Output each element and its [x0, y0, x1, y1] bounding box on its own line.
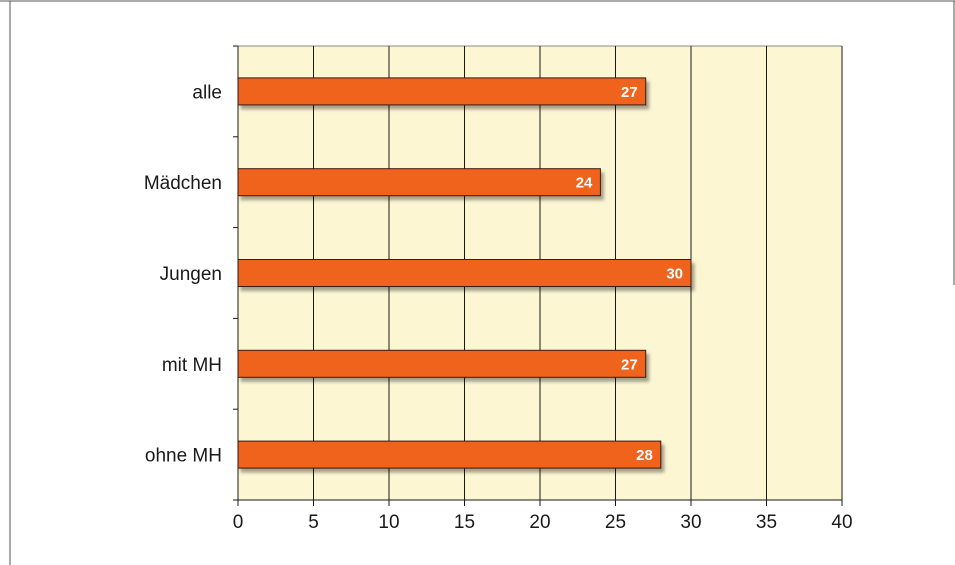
- bar-4: [237, 440, 662, 469]
- bar-2: [237, 259, 692, 287]
- category-label-3: mit MH: [162, 355, 222, 376]
- x-tick-label-25: 25: [605, 512, 626, 533]
- value-label-4: 28: [636, 447, 653, 464]
- labels: 27 alle 24 Mädchen 30 Jungen 27 mit MH 28 ohne MH…: [144, 82, 853, 533]
- bar-3: [237, 349, 647, 378]
- value-label-0: 27: [621, 84, 638, 101]
- value-label-3: 27: [621, 356, 638, 373]
- x-tick-label-0: 0: [233, 512, 244, 533]
- category-label-2: Jungen: [160, 264, 222, 285]
- bar-0: [237, 77, 647, 106]
- x-tick-label-15: 15: [454, 512, 475, 533]
- x-tick-label-20: 20: [529, 512, 550, 533]
- value-label-2: 30: [666, 266, 683, 283]
- x-tick-label-40: 40: [831, 512, 852, 533]
- axes: [233, 45, 843, 506]
- category-label-1: Mädchen: [144, 173, 222, 194]
- category-label-0: alle: [192, 82, 222, 103]
- bar-1: [237, 168, 601, 197]
- x-tick-label-5: 5: [308, 512, 319, 533]
- x-tick-label-30: 30: [680, 512, 701, 533]
- category-label-4: ohne MH: [145, 446, 222, 467]
- value-label-1: 24: [576, 175, 593, 192]
- x-tick-label-35: 35: [756, 512, 777, 533]
- x-tick-label-10: 10: [378, 512, 399, 533]
- bars: [237, 77, 692, 469]
